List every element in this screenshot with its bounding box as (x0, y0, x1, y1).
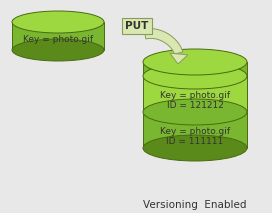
Ellipse shape (143, 135, 247, 161)
Text: Key = photo.gif: Key = photo.gif (160, 91, 230, 100)
Polygon shape (143, 62, 247, 76)
Text: Versioning  Enabled: Versioning Enabled (143, 200, 247, 210)
Ellipse shape (12, 11, 104, 33)
Text: Key = photo.gif: Key = photo.gif (160, 127, 230, 136)
Polygon shape (143, 76, 247, 112)
Ellipse shape (143, 99, 247, 125)
Text: Key = photo.gif: Key = photo.gif (23, 35, 93, 43)
Ellipse shape (12, 39, 104, 61)
Polygon shape (144, 29, 183, 54)
Polygon shape (12, 22, 104, 50)
Text: ID = 111111: ID = 111111 (166, 137, 224, 146)
Ellipse shape (143, 49, 247, 75)
Text: ID = 121212: ID = 121212 (166, 101, 223, 110)
Polygon shape (143, 112, 247, 148)
Polygon shape (170, 53, 188, 64)
Ellipse shape (143, 63, 247, 89)
FancyBboxPatch shape (122, 18, 152, 34)
Text: PUT: PUT (125, 21, 149, 31)
